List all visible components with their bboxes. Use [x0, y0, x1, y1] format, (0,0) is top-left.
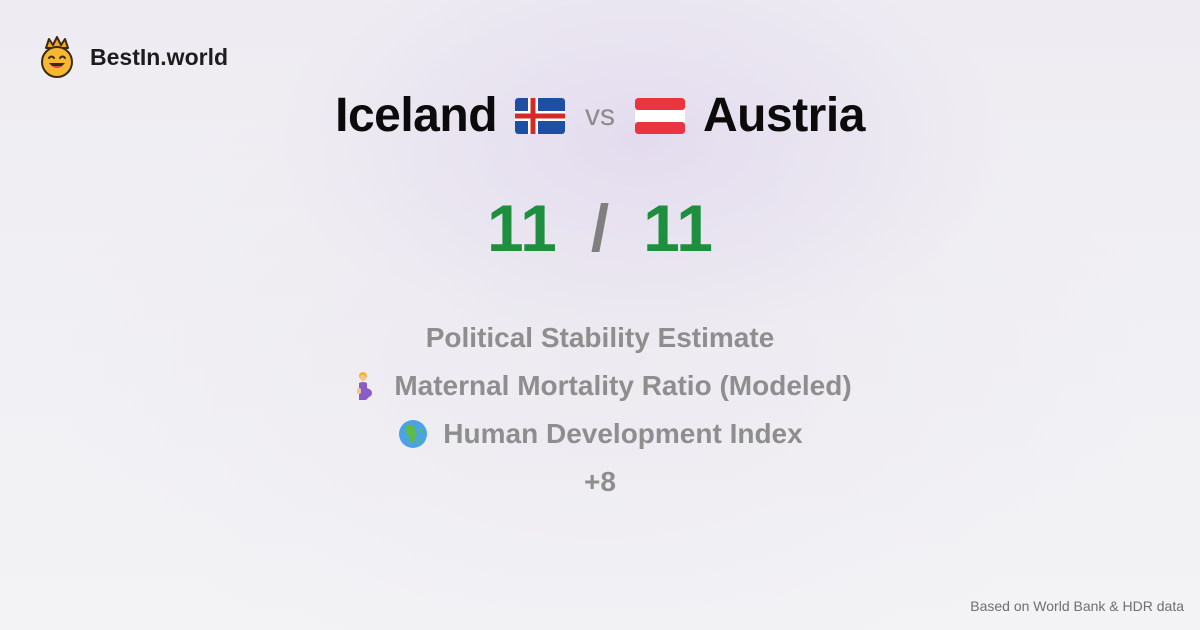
- comparison-title: Iceland vs Austria: [0, 88, 1200, 143]
- metric-human-development: Human Development Index: [397, 410, 803, 458]
- globe-africa-icon: [399, 420, 428, 448]
- austria-flag-icon: [635, 97, 686, 134]
- brand-name: BestIn.world: [90, 43, 229, 70]
- metric-label: Political Stability Estimate: [425, 322, 775, 353]
- metric-list: Political Stability Estimate Maternal Mo…: [0, 314, 1200, 506]
- score-separator: /: [590, 191, 610, 265]
- left-score: 11: [487, 191, 557, 265]
- crowned-smiley-icon: [41, 36, 73, 78]
- iceland-flag-icon: [515, 97, 566, 134]
- metric-maternal-mortality: Maternal Mortality Ratio (Modeled): [348, 362, 852, 410]
- metric-label: Maternal Mortality Ratio (Modeled): [394, 370, 852, 401]
- more-metrics-count: +8: [584, 466, 616, 497]
- right-score: 11: [643, 191, 713, 265]
- pregnant-woman-icon: [357, 372, 373, 400]
- right-country-name: Austria: [703, 89, 865, 142]
- brand[interactable]: BestIn.world: [38, 36, 228, 78]
- data-source-note: Based on World Bank & HDR data: [970, 598, 1184, 614]
- metric-political-stability: Political Stability Estimate: [426, 314, 775, 362]
- metric-label: Human Development Index: [443, 418, 803, 449]
- left-country-name: Iceland: [335, 89, 498, 142]
- score-display: 11 / 11: [0, 190, 1200, 266]
- vs-label: vs: [585, 98, 616, 132]
